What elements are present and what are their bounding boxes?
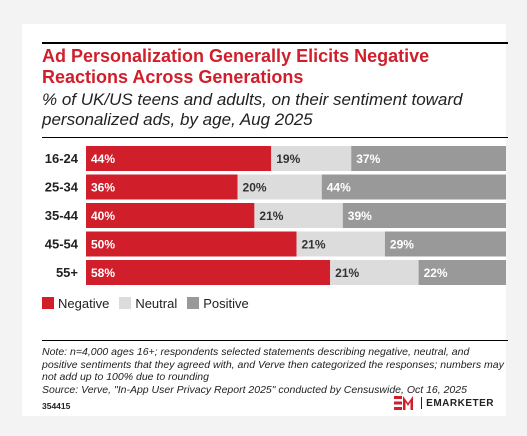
data-label-neutral: 21% — [259, 209, 283, 223]
data-label-positive: 44% — [327, 181, 351, 195]
bar-segment-neutral — [296, 231, 385, 257]
bar-segment-negative — [86, 260, 331, 285]
footer-rule — [42, 340, 508, 341]
data-label-positive: 22% — [424, 266, 448, 280]
chart-subtitle: % of UK/US teens and adults, on their se… — [42, 90, 463, 129]
data-label-neutral: 21% — [302, 238, 326, 252]
legend-label-negative: Negative — [58, 295, 110, 311]
chart-note: Note: n=4,000 ages 16+; respondents sele… — [42, 346, 507, 396]
data-label-negative: 36% — [91, 181, 115, 195]
data-label-positive: 39% — [348, 209, 372, 223]
data-label-positive: 37% — [356, 152, 380, 166]
bar-segment-positive — [342, 203, 506, 228]
data-label-neutral: 21% — [335, 266, 359, 280]
brand-name: EMARKETER — [426, 397, 494, 409]
legend-swatch-neutral — [119, 297, 132, 309]
chart-legend: Negative Neutral Positive — [42, 295, 259, 311]
data-label-neutral: 19% — [276, 152, 300, 166]
bar-segment-positive — [384, 231, 506, 257]
data-label-negative: 40% — [91, 209, 115, 223]
stacked-bar-chart: 16-24 44% 19% 37% 25-34 36% 20% 44% 35-44 40% 21% 3… — [45, 146, 506, 285]
bar-segment-positive — [351, 146, 506, 171]
data-label-negative: 50% — [91, 238, 115, 252]
bar-segment-negative — [86, 203, 255, 228]
legend-item-negative: Negative — [42, 296, 109, 311]
data-label-positive: 29% — [390, 238, 414, 252]
emarketer-logo-icon — [394, 396, 414, 410]
brand-logo: EMARKETER — [394, 396, 494, 410]
bar-segment-negative — [86, 146, 272, 171]
legend-swatch-negative — [42, 297, 54, 309]
data-label-negative: 44% — [91, 152, 115, 166]
bar-segment-negative — [86, 231, 297, 257]
bar-segment-neutral — [237, 174, 322, 200]
bar-segment-neutral — [271, 146, 352, 171]
legend-label-positive: Positive — [203, 295, 249, 311]
source-text: Source: Verve, "In-App User Privacy Repo… — [42, 383, 467, 396]
data-label-negative: 58% — [91, 266, 115, 280]
chart-title: Ad Personalization Generally Elicits Neg… — [42, 46, 430, 87]
category-label: 25-34 — [45, 180, 79, 195]
bar-segment-positive — [418, 260, 506, 285]
category-label: 55+ — [56, 265, 78, 280]
category-label: 35-44 — [45, 208, 79, 223]
category-label: 45-54 — [45, 237, 79, 252]
bar-segment-neutral — [254, 203, 343, 228]
legend-item-neutral: Neutral — [119, 296, 177, 311]
note-text: Note: n=4,000 ages 16+; respondents sele… — [42, 346, 504, 383]
header-rule — [42, 137, 508, 138]
bar-segment-neutral — [330, 260, 419, 285]
legend-label-neutral: Neutral — [135, 295, 178, 311]
brand-separator — [421, 397, 423, 409]
bar-segment-positive — [321, 174, 506, 200]
legend-item-positive: Positive — [187, 296, 249, 311]
chart-id: 354415 — [42, 401, 71, 411]
data-label-neutral: 20% — [243, 181, 267, 195]
chart-card: Ad Personalization Generally Elicits Neg… — [22, 24, 508, 416]
category-label: 16-24 — [45, 151, 79, 166]
top-rule — [42, 42, 508, 44]
bar-segment-negative — [86, 174, 238, 200]
legend-swatch-positive — [187, 297, 200, 309]
